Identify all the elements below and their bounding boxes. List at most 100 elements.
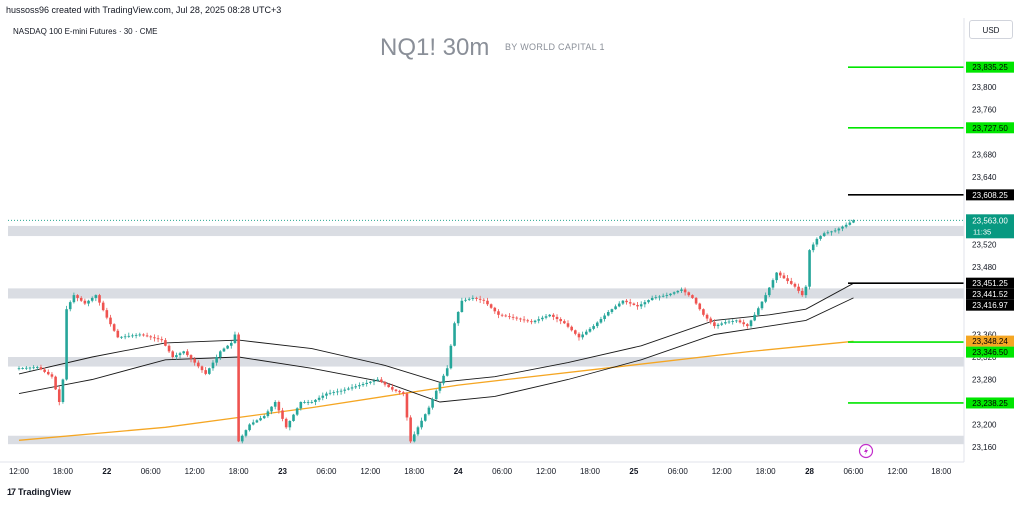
- x-tick-label-14: 25: [629, 467, 638, 476]
- candle-body-209: [782, 275, 786, 279]
- x-tick-label-8: 12:00: [360, 467, 381, 476]
- lightning-icon[interactable]: [858, 443, 874, 459]
- candle-body-206: [771, 280, 775, 288]
- attribution-text: hussoss96 created with TradingView.com, …: [6, 5, 282, 15]
- candle-body-31: [131, 335, 134, 337]
- candle-body-211: [789, 281, 793, 284]
- last-price-label: [966, 214, 1014, 239]
- candle-body-79: [306, 402, 310, 403]
- price-label-3: [966, 277, 1014, 289]
- candle-body-56: [222, 348, 226, 352]
- candle-body-117: [445, 368, 449, 376]
- candle-body-65: [255, 420, 259, 423]
- candle-body-200: [749, 320, 753, 327]
- x-tick-label-19: 06:00: [843, 467, 864, 476]
- candle-body-55: [219, 351, 222, 357]
- symbol-legend[interactable]: NASDAQ 100 E-mini Futures · 30 · CME: [13, 27, 158, 36]
- candle-body-30: [127, 335, 131, 337]
- candle-body-204: [764, 295, 767, 302]
- candle-body-91: [350, 387, 354, 389]
- candle-body-197: [738, 320, 742, 323]
- ma-line-2: [18, 297, 854, 403]
- candle-body-132: [500, 314, 504, 316]
- candle-body-93: [358, 385, 361, 387]
- price-axis[interactable]: 23,16023,20023,28023,32023,36023,48023,5…: [972, 83, 997, 452]
- candle-body-114: [434, 390, 438, 400]
- candle-body-168: [632, 303, 636, 305]
- candle-body-172: [647, 300, 650, 303]
- currency-button[interactable]: USD: [969, 20, 1013, 39]
- candle-body-164: [617, 303, 621, 307]
- candle-body-35: [145, 335, 149, 337]
- candle-body-185: [694, 297, 698, 304]
- candle-body-175: [658, 296, 661, 298]
- x-tick-label-20: 12:00: [887, 467, 908, 476]
- candle-body-122: [464, 299, 467, 301]
- candle-body-108: [412, 434, 416, 442]
- candle-body-160: [603, 315, 606, 320]
- brand-label: TradingView: [18, 487, 71, 497]
- time-axis[interactable]: 12:00 18:00 22 06:00 12:00 18:00 23 06:00 12:00 1…: [9, 467, 952, 476]
- candle-body-26: [112, 324, 116, 331]
- candle-body-90: [347, 388, 350, 390]
- levels-layer: [8, 66, 964, 404]
- candle-body-177: [665, 295, 669, 296]
- candle-body-188: [705, 314, 709, 319]
- candle-body-49: [197, 362, 200, 367]
- price-label-1: [966, 122, 1014, 134]
- candle-body-161: [606, 312, 610, 316]
- x-tick-label-9: 18:00: [404, 467, 425, 476]
- candle-body-99: [380, 379, 383, 383]
- candle-body-192: [720, 323, 724, 325]
- candle-body-16: [76, 295, 79, 298]
- candle-body-68: [266, 411, 270, 417]
- candle-body-52: [208, 368, 211, 374]
- candle-body-207: [775, 272, 778, 281]
- candle-body-176: [661, 295, 665, 297]
- candle-body-180: [676, 290, 680, 293]
- candle-body-47: [189, 355, 193, 359]
- candle-body-42: [171, 351, 175, 357]
- candle-body-179: [672, 292, 676, 294]
- candle-body-181: [680, 289, 683, 291]
- candle-body-87: [336, 391, 339, 393]
- candle-body-142: [537, 319, 541, 321]
- candle-body-8: [46, 371, 50, 375]
- y-tick-label-4: 23,360: [972, 331, 997, 340]
- candle-body-162: [610, 309, 614, 312]
- candle-body-191: [716, 324, 720, 327]
- candle-body-20: [90, 297, 94, 301]
- candle-body-29: [123, 336, 127, 338]
- zones-layer: [8, 225, 964, 445]
- candle-body-220: [822, 233, 826, 237]
- candle-body-217: [811, 244, 815, 251]
- x-tick-label-21: 18:00: [931, 467, 952, 476]
- candle-body-11: [57, 389, 61, 402]
- candle-body-156: [588, 328, 592, 332]
- ma-line-1: [18, 282, 854, 383]
- candle-body-62: [244, 430, 248, 436]
- candle-body-213: [797, 286, 800, 291]
- candle-body-19: [87, 300, 90, 304]
- candle-body-22: [98, 295, 101, 303]
- candle-body-104: [398, 390, 401, 393]
- y-tick-label-5: 23,480: [972, 263, 997, 272]
- candle-body-105: [402, 392, 405, 394]
- zone-band-2: [8, 357, 964, 367]
- price-label-text-0: 23,835.25: [972, 63, 1008, 72]
- candle-body-92: [354, 386, 358, 388]
- candle-body-121: [460, 300, 464, 312]
- candle-body-6: [39, 367, 43, 370]
- candle-body-183: [687, 292, 691, 296]
- candle-body-120: [456, 312, 460, 324]
- price-label-text-7: 23,346.50: [972, 348, 1008, 357]
- candle-body-107: [409, 417, 412, 442]
- price-label-text-1: 23,727.50: [972, 124, 1008, 133]
- candle-body-2: [25, 367, 28, 369]
- candle-body-125: [475, 297, 478, 299]
- x-tick-label-7: 06:00: [316, 467, 337, 476]
- candle-body-39: [160, 339, 164, 341]
- candle-body-225: [841, 226, 844, 229]
- price-label-0: [966, 61, 1014, 73]
